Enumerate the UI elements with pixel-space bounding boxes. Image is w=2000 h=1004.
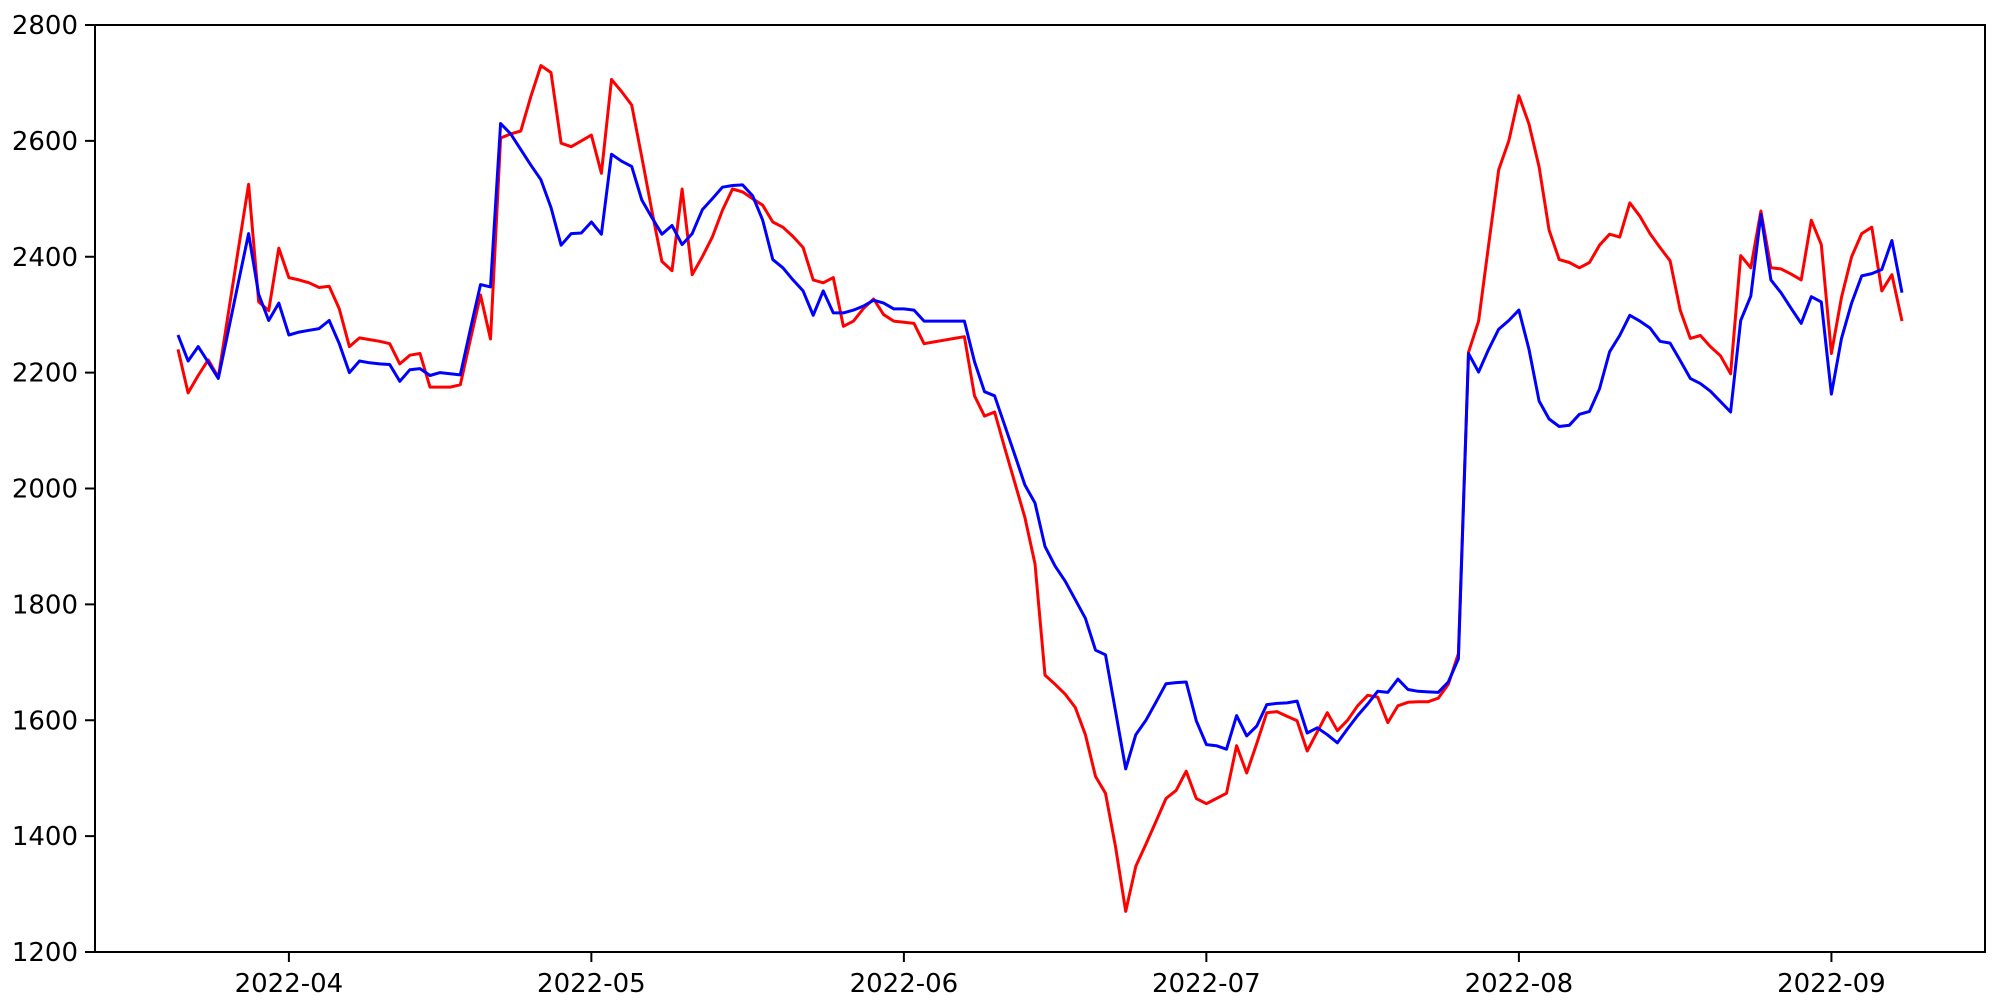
red-series-line — [176, 64, 1904, 913]
x-tick-label: 2022-08 — [1465, 969, 1574, 999]
y-tick-label: 1200 — [12, 938, 78, 968]
series-group — [176, 64, 1904, 913]
y-tick-label: 1800 — [12, 590, 78, 620]
x-tick-label: 2022-05 — [537, 969, 646, 999]
y-tick-label: 2600 — [12, 127, 78, 157]
x-tick-label: 2022-04 — [235, 969, 344, 999]
x-tick-label: 2022-09 — [1777, 969, 1886, 999]
axes-group: 1200 1400 1600 1800 2000 2200 2400 2600 2800 2022… — [12, 11, 1986, 999]
y-tick-label: 2400 — [12, 243, 78, 273]
y-tick-label: 1600 — [12, 706, 78, 736]
x-tick-label: 2022-06 — [850, 969, 959, 999]
y-tick-label: 2800 — [12, 11, 78, 41]
x-tick-label: 2022-07 — [1152, 969, 1261, 999]
y-tick-label: 1400 — [12, 822, 78, 852]
y-tick-label: 2000 — [12, 475, 78, 505]
y-tick-label: 2200 — [12, 359, 78, 389]
blue-series-line — [176, 122, 1904, 771]
